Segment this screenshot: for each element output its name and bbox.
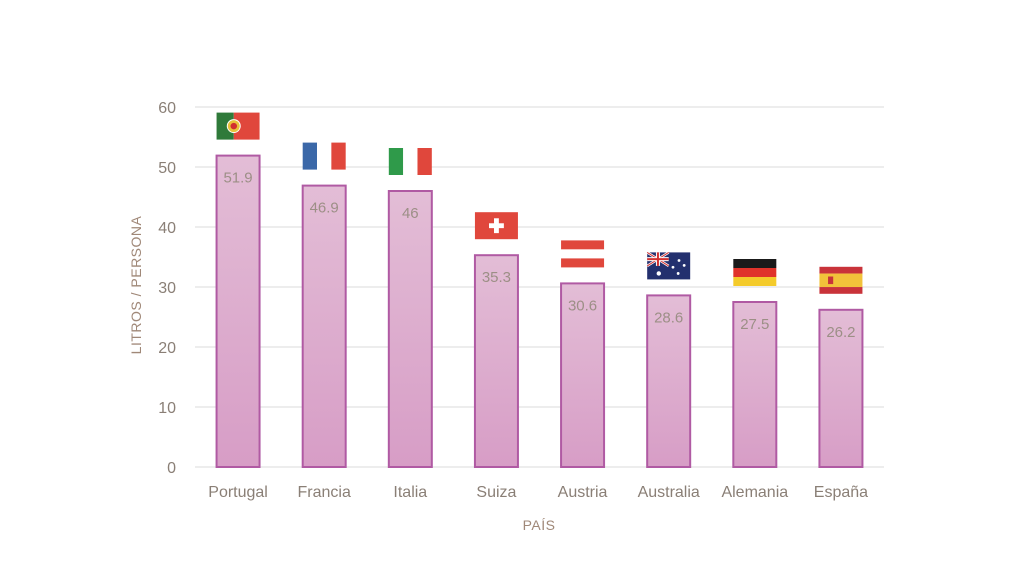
data-label: 28.6 <box>654 309 683 326</box>
category-label: España <box>814 484 868 501</box>
bar <box>215 154 261 468</box>
category-label: Italia <box>393 484 427 501</box>
australia-flag <box>646 251 691 280</box>
y-tick-label: 30 <box>158 280 176 297</box>
data-label: 51.9 <box>223 170 252 187</box>
category-label: Francia <box>298 484 351 501</box>
y-axis-title: LITROS / PERSONA <box>128 215 144 354</box>
y-tick-label: 40 <box>158 220 176 237</box>
data-label: 26.2 <box>826 324 855 341</box>
germany-flag <box>733 259 777 286</box>
bar <box>732 301 778 468</box>
bar <box>473 254 519 468</box>
france-flag <box>302 142 346 170</box>
spain-flag <box>819 266 863 294</box>
category-label: Alemania <box>721 484 788 501</box>
data-label: 30.6 <box>568 297 597 314</box>
category-label: Austria <box>558 484 608 501</box>
y-axis-ticks: 0 10 20 30 40 50 60 <box>158 100 176 477</box>
y-tick-label: 0 <box>167 460 176 477</box>
y-tick-label: 20 <box>158 340 176 357</box>
x-axis-categories: Portugal Francia Italia Suiza Austria Austral… <box>208 484 868 501</box>
category-label: Portugal <box>208 484 268 501</box>
bar <box>387 190 433 468</box>
data-label: 35.3 <box>482 269 511 286</box>
data-label: 27.5 <box>740 316 769 333</box>
gridlines <box>195 106 884 468</box>
austria-flag <box>561 240 605 268</box>
y-tick-label: 10 <box>158 400 176 417</box>
switzerland-flag <box>474 212 518 240</box>
data-label: 46 <box>402 205 419 222</box>
bar <box>301 184 347 468</box>
flags <box>216 112 863 294</box>
bars <box>215 154 864 468</box>
italy-flag <box>388 148 432 175</box>
x-axis-title: PAÍS <box>523 517 556 533</box>
bar <box>818 308 864 468</box>
category-label: Australia <box>638 484 700 501</box>
bar <box>560 282 606 468</box>
data-labels: 51.9 46.9 46 35.3 30.6 28.6 27.5 26.2 <box>223 170 855 341</box>
data-label: 46.9 <box>310 200 339 217</box>
bar <box>646 294 692 468</box>
y-tick-label: 60 <box>158 100 176 117</box>
category-label: Suiza <box>476 484 516 501</box>
portugal-flag <box>216 112 260 140</box>
y-tick-label: 50 <box>158 160 176 177</box>
